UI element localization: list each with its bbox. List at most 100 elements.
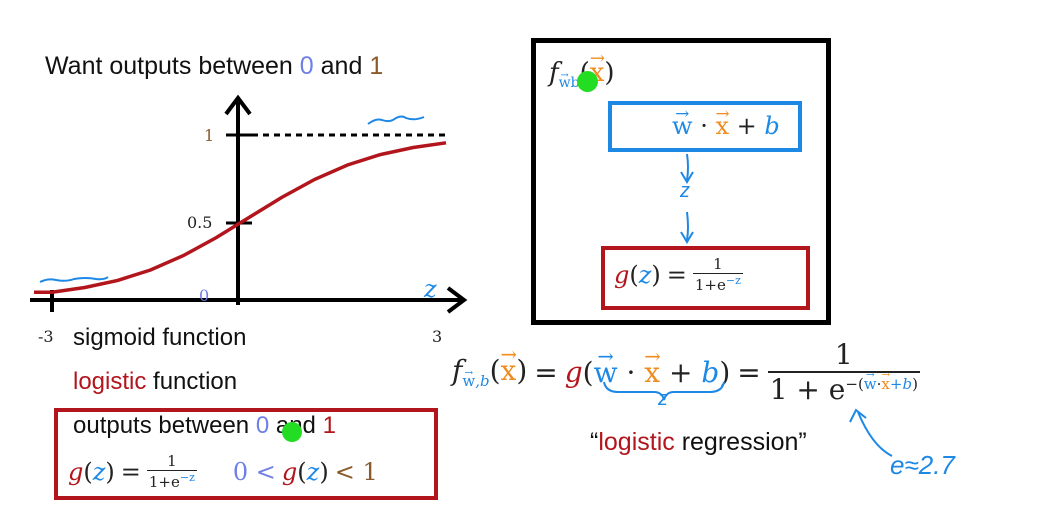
sigmoid-formula-small: g(z) = 1 1+e−z 0 < g(z) < 1 (68, 452, 378, 491)
model-box (531, 38, 831, 325)
dot-op: · (700, 112, 708, 140)
heading-and: and (320, 52, 363, 80)
e-approx-annotation: e≈2.7 (890, 450, 955, 480)
outputs-one: 1 (322, 412, 336, 439)
function-word: function (153, 368, 238, 395)
main-f: f (452, 353, 463, 387)
den-exp: −z (179, 471, 195, 484)
chart-heading: Want outputs between 0 and 1 (45, 52, 383, 81)
main-sub-b: ,b (475, 372, 490, 391)
main-g: g (564, 355, 583, 389)
box-g: g (614, 260, 630, 289)
main-exp-b: +b (889, 374, 913, 393)
denominator: 1+e−z (146, 470, 197, 491)
sub-b: b (570, 75, 580, 92)
g-symbol: g (68, 457, 84, 486)
box-fraction: 1 1+e−z (692, 255, 743, 294)
box-den: 1+e−z (692, 273, 743, 294)
main-exp-dot: · (876, 374, 882, 393)
inequality-left: 0 < (232, 457, 276, 486)
ineq-g: g (281, 457, 298, 486)
y-axis-arrow (224, 94, 252, 116)
plus-op: + (736, 112, 757, 140)
x-axis-arrow (446, 286, 468, 314)
main-exp-x: x (881, 369, 890, 393)
sigmoid-chart: 1 0.5 0 z -3 3 (30, 94, 468, 346)
underbrace-path (603, 381, 725, 401)
main-fraction: 1 1 + e−(w·x+b) (767, 338, 920, 406)
sigmoid-label: sigmoid function (73, 324, 247, 351)
underbrace (603, 381, 725, 401)
arrow-lower-head (680, 231, 694, 244)
heading-text: Want outputs between (45, 52, 293, 80)
box-den-exp: −z (725, 274, 741, 287)
logistic-label: logistic function (73, 368, 237, 396)
flow-arrows (680, 153, 694, 244)
main-exp-w: w (864, 369, 877, 393)
main-w: w (594, 345, 618, 389)
main-den-a: 1 + e (769, 373, 846, 406)
den-base: 1+e (148, 473, 180, 491)
box-num: 1 (713, 255, 723, 273)
heading-zero: 0 (299, 52, 314, 80)
fraction: 1 1+e−z (146, 452, 197, 491)
underbrace-z: z (658, 388, 668, 410)
outputs-text: outputs between (73, 412, 250, 439)
main-x: x (501, 343, 517, 387)
box-den-base: 1+e (694, 276, 726, 294)
tick-label-x-left: -3 (38, 327, 54, 346)
pointer-dot-2 (577, 71, 598, 92)
b-symbol: b (764, 112, 780, 140)
z-symbol: z (92, 457, 106, 486)
heading-one: 1 (369, 52, 384, 80)
box-z: z (638, 260, 652, 289)
linear-expression: w · x + b (672, 103, 780, 140)
main-eq1: = (534, 355, 558, 389)
main-sub-w: w (462, 367, 475, 391)
squiggle-left (39, 276, 109, 283)
outputs-line: outputs between 0 and 1 (73, 412, 336, 440)
inequality-right: < 1 (334, 457, 378, 486)
main-num: 1 (834, 338, 853, 371)
caption-word: logistic (598, 428, 675, 456)
logistic-formula: fw,b(x) = g(w · x + b) = 1 1 + e−(w·x+b) (452, 338, 920, 406)
sigmoid-box (601, 246, 810, 310)
tick-label-origin: 0 (199, 286, 209, 305)
equals: = (120, 457, 141, 486)
arrow-upper-head (680, 171, 694, 184)
annotation-curve (857, 411, 893, 457)
arrow-upper (686, 153, 689, 181)
annotation-arrow (849, 408, 893, 457)
logistic-regression-caption: “logistic regression” (590, 428, 807, 457)
w-vector: w (672, 103, 693, 140)
main-eq2: = (737, 355, 761, 389)
squiggle-right (367, 115, 425, 125)
main-dot: · (626, 355, 636, 389)
sigmoid-box-formula: g(z) = 1 1+e−z (614, 255, 743, 294)
box-eq: = (666, 260, 687, 289)
outputs-zero: 0 (255, 412, 270, 439)
x-vector-2: x (715, 103, 729, 140)
tick-label-x-right: 3 (432, 327, 442, 346)
main-plus: + (669, 355, 693, 389)
main-b: b (701, 355, 720, 389)
numerator: 1 (167, 452, 177, 470)
annotation-head (849, 408, 867, 423)
caption-open: “ (590, 428, 599, 456)
main-x2: x (644, 345, 660, 389)
pointer-dot (282, 422, 302, 442)
logistic-word: logistic (73, 368, 147, 395)
sigmoid-curve (34, 141, 447, 294)
sub-w: w (559, 70, 571, 91)
arrow-z-label: z (680, 180, 690, 202)
tick-label-y-mid: 0.5 (187, 213, 212, 232)
f-symbol: f (549, 58, 559, 88)
tick-label-y-top: 1 (204, 126, 214, 145)
axis-label-z: z (423, 275, 437, 303)
sigmoid-definition-box (54, 408, 438, 500)
caption-rest: regression” (681, 428, 807, 456)
main-den: 1 + e−(w·x+b) (767, 369, 920, 406)
arrow-lower (686, 211, 689, 241)
linear-box (608, 101, 802, 152)
ineq-z: z (306, 457, 320, 486)
